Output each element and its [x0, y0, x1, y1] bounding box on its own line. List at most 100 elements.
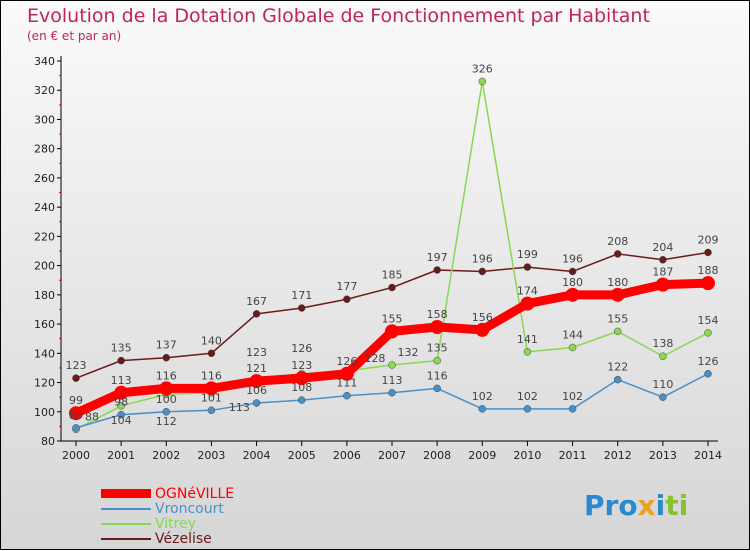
data-point	[69, 406, 83, 421]
y-tick-label: 220	[34, 230, 55, 243]
data-label: 126	[336, 355, 357, 368]
data-point	[659, 256, 667, 264]
data-point	[523, 405, 532, 413]
data-label: 155	[382, 312, 403, 325]
data-label: 154	[698, 314, 719, 327]
x-tick-label: 2002	[152, 449, 180, 462]
label-layer: 99 113 116 116 121 123 126 155 158 156 174 180 180 18…	[66, 62, 719, 428]
data-label: 88	[85, 410, 99, 423]
data-point	[249, 374, 264, 389]
x-tick-label: 2012	[604, 449, 632, 462]
data-point	[252, 399, 261, 407]
x-tick-label: 2014	[694, 449, 722, 462]
legend-swatch	[101, 489, 151, 498]
data-point	[478, 267, 487, 276]
data-point	[568, 405, 577, 413]
data-point	[72, 424, 80, 432]
data-point	[520, 296, 535, 311]
data-label: 180	[562, 276, 583, 289]
legend-label: Vroncourt	[155, 500, 224, 517]
legend-label: OGNéVILLE	[155, 485, 235, 502]
data-label: 113	[382, 374, 403, 387]
data-label: 126	[698, 355, 719, 368]
data-point	[388, 283, 396, 292]
data-point	[388, 361, 396, 369]
x-tick-label: 2004	[243, 449, 271, 462]
data-point	[117, 410, 125, 419]
data-point	[704, 248, 712, 257]
data-point	[433, 384, 441, 393]
data-point	[343, 391, 351, 400]
data-label: 187	[652, 266, 673, 279]
legend-item: OGNéVILLE	[101, 485, 235, 502]
data-label: 101	[201, 391, 222, 404]
data-point	[343, 295, 351, 303]
y-tick-label: 100	[34, 406, 55, 419]
data-label: 156	[472, 311, 493, 324]
data-point	[207, 349, 216, 358]
data-point	[568, 267, 577, 276]
legend-swatch	[101, 537, 151, 540]
legend-swatch	[101, 507, 151, 510]
y-tick-label: 180	[34, 289, 55, 302]
data-label: 158	[427, 308, 448, 321]
data-label: 137	[156, 339, 177, 352]
data-point	[297, 304, 306, 312]
data-label: 111	[336, 377, 357, 390]
legend-item: Vroncourt	[101, 500, 234, 517]
data-point	[430, 320, 445, 334]
data-point	[117, 402, 125, 410]
legend: OGNéVILLE Vroncourt Vitrey Vézelise	[101, 485, 235, 547]
data-point	[613, 250, 622, 258]
data-label: 144	[562, 328, 583, 341]
data-point	[388, 389, 396, 397]
data-label: 204	[652, 241, 673, 254]
y-tick-label: 260	[34, 172, 55, 185]
data-label: 116	[201, 369, 222, 382]
data-point	[478, 77, 487, 86]
y-tick-label: 160	[34, 318, 55, 331]
data-label: 138	[652, 337, 673, 350]
data-point	[659, 393, 667, 401]
data-label: 199	[517, 248, 538, 261]
data-label: 197	[427, 251, 448, 264]
x-tick-label: 2003	[197, 449, 225, 462]
y-tick-label: 300	[34, 113, 55, 126]
y-tick-label: 200	[34, 260, 55, 273]
data-label: 110	[652, 378, 673, 391]
x-tick-label: 2007	[378, 449, 406, 462]
x-tick-label: 2005	[288, 449, 316, 462]
data-point	[297, 396, 306, 404]
data-point	[565, 287, 580, 302]
data-point	[72, 374, 80, 382]
legend-label: Vitrey	[155, 515, 196, 532]
data-label: 100	[156, 393, 177, 406]
data-point	[339, 366, 354, 381]
data-label: 89	[69, 409, 83, 422]
y-tick-label: 340	[34, 55, 55, 68]
data-label: 102	[562, 390, 583, 403]
data-label: 123	[291, 359, 312, 372]
data-point	[701, 276, 715, 291]
data-label: 104	[111, 414, 132, 427]
data-point	[655, 277, 670, 292]
data-point	[610, 287, 625, 302]
data-label: 106	[246, 384, 267, 397]
data-label: 102	[472, 390, 493, 403]
data-point	[475, 322, 490, 337]
data-label: 116	[156, 369, 177, 382]
data-label: 132	[398, 346, 419, 359]
data-point	[659, 352, 667, 360]
y-tick-label: 240	[34, 201, 55, 214]
data-point	[114, 385, 129, 400]
data-label: 128	[364, 352, 385, 365]
legend-item: Vitrey	[101, 515, 234, 532]
data-label: 171	[291, 289, 312, 302]
x-tick-label: 2009	[468, 449, 496, 462]
data-point	[204, 381, 219, 396]
data-label: 155	[607, 312, 628, 325]
data-point	[704, 370, 712, 378]
legend-label: Vézelise	[155, 530, 212, 547]
data-point	[162, 408, 171, 416]
